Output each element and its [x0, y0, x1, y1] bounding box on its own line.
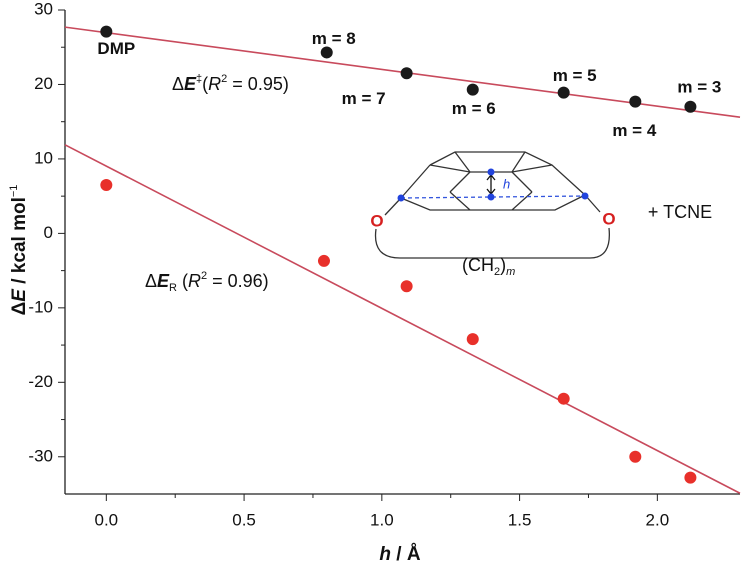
text-part: 2: [221, 73, 227, 85]
inset-oxygen: O: [370, 211, 383, 230]
x-axis-label: h / Å: [379, 544, 420, 565]
text-part: ‡: [196, 73, 202, 85]
data-point: [100, 25, 113, 38]
text-part: R: [169, 282, 177, 294]
point-label: m = 5: [553, 66, 597, 85]
data-point: [400, 67, 413, 80]
x-tick-label: 1.5: [508, 510, 532, 529]
data-point: [466, 83, 479, 96]
x-tick-label: 0.0: [95, 510, 119, 529]
text-part: ): [500, 255, 506, 275]
point-label: DMP: [97, 39, 135, 58]
point-label: m = 8: [312, 29, 356, 48]
x-tick-label: 1.0: [370, 510, 394, 529]
text-part: −1: [8, 185, 20, 198]
text-part: / kcal mol: [9, 197, 30, 289]
text-part: R: [188, 271, 201, 291]
y-tick-label: 10: [34, 148, 53, 167]
text-part: Δ: [172, 74, 184, 94]
data-point: [466, 333, 479, 346]
text-part: E: [184, 74, 197, 94]
data-point: [317, 254, 330, 267]
inset-oxygen: O: [602, 209, 615, 228]
y-tick-label: 20: [34, 74, 53, 93]
data-point: [320, 46, 333, 59]
text-part: (: [202, 74, 208, 94]
data-point: [629, 450, 642, 463]
data-point: [557, 392, 570, 405]
text-part: / Å: [391, 544, 421, 565]
text-part: = 0.95): [227, 74, 289, 94]
text-part: (: [177, 271, 188, 291]
x-tick-label: 2.0: [646, 510, 670, 529]
text-part: = 0.96): [207, 271, 269, 291]
data-point: [684, 100, 697, 113]
data-point: [629, 95, 642, 108]
text-part: R: [208, 74, 221, 94]
text-part: (CH: [462, 255, 494, 275]
text-part: 2: [201, 270, 207, 282]
inset-chain: (CH2)m: [462, 255, 515, 278]
y-tick-label: 30: [34, 0, 53, 18]
fit-line: [64, 144, 741, 494]
point-label: m = 7: [342, 89, 386, 108]
point-label: m = 4: [612, 121, 656, 140]
text-part: h: [379, 544, 391, 565]
y-axis-label: ΔE / kcal mol−1: [8, 185, 30, 316]
y-tick-label: 0: [44, 223, 53, 242]
text-part: E: [9, 288, 30, 302]
x-tick-label: 0.5: [232, 510, 256, 529]
y-tick-label: -30: [28, 446, 53, 465]
data-point: [100, 178, 113, 191]
inset-molecule: [374, 151, 611, 259]
text-part: E: [157, 271, 170, 291]
inset-h: h: [503, 176, 510, 191]
text-part: Δ: [145, 271, 157, 291]
fit-annotation: ΔER (R2 = 0.96): [145, 270, 269, 294]
y-tick-label: -20: [28, 372, 53, 391]
data-point: [557, 86, 570, 99]
inset-reagent: + TCNE: [648, 202, 712, 222]
data-point: [684, 471, 697, 484]
text-part: m: [506, 266, 515, 278]
point-label: m = 3: [677, 77, 721, 96]
point-label: m = 6: [452, 99, 496, 118]
text-part: Δ: [9, 302, 30, 316]
y-tick-label: -10: [28, 297, 53, 316]
fit-annotation: ΔE‡(R2 = 0.95): [172, 73, 289, 94]
data-point: [400, 280, 413, 293]
text-part: 2: [494, 266, 500, 278]
